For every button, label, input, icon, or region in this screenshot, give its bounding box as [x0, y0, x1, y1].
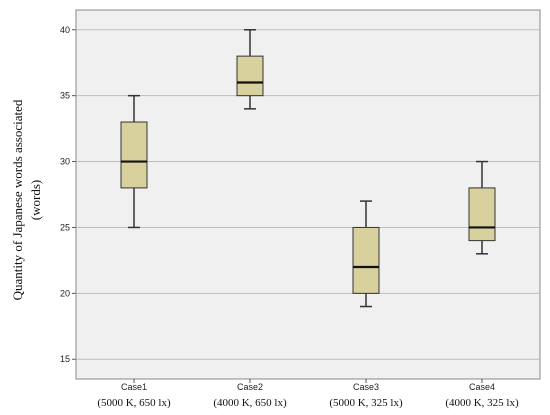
box-case2 [236, 29, 264, 110]
y-axis-label-line2: (words) [28, 180, 43, 220]
condition-label-case3: (5000 K, 325 lx) [329, 397, 403, 409]
iqr-box [120, 121, 148, 189]
boxes [120, 29, 496, 308]
y-tick-label-25: 25 [60, 222, 70, 232]
plot-area [75, 9, 541, 380]
box-case3 [352, 200, 380, 308]
iqr-box [352, 226, 380, 294]
iqr-box [236, 55, 264, 97]
y-tick-label-30: 30 [60, 157, 70, 167]
x-tick-label-case2: Case2 [237, 382, 263, 392]
y-tick-label-20: 20 [60, 288, 70, 298]
condition-label-case2: (4000 K, 650 lx) [213, 397, 287, 409]
y-tick-label-35: 35 [60, 91, 70, 101]
y-tick-label-40: 40 [60, 25, 70, 35]
x-tick-label-case4: Case4 [469, 382, 495, 392]
y-axis-ticks: 15 20 25 30 35 40 [60, 25, 76, 364]
grid-lines [76, 29, 540, 360]
x-tick-label-case3: Case3 [353, 382, 379, 392]
y-axis-label-line1: Quantity of Japanese words associated [10, 99, 25, 300]
x-axis-labels: Case1 (5000 K, 650 lx) Case2 (4000 K, 650 l… [97, 379, 519, 409]
box-case4 [468, 160, 496, 255]
x-tick-label-case1: Case1 [121, 382, 147, 392]
y-tick-label-15: 15 [60, 354, 70, 364]
condition-label-case4: (4000 K, 325 lx) [445, 397, 519, 409]
box-case1 [120, 94, 148, 229]
iqr-box [468, 187, 496, 242]
condition-label-case1: (5000 K, 650 lx) [97, 397, 171, 409]
